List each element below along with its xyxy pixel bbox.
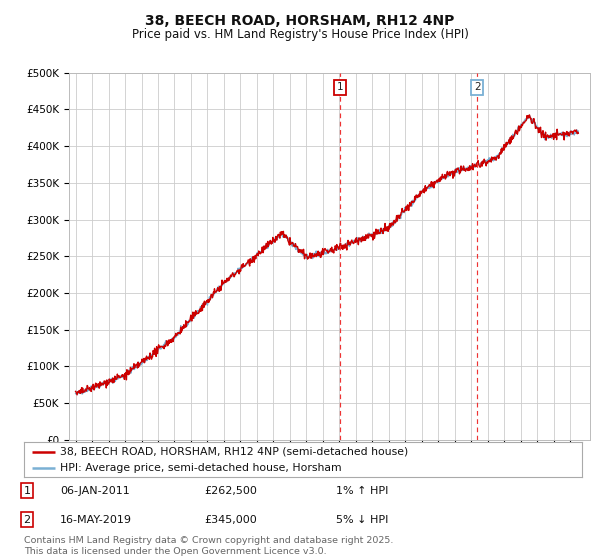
Text: 16-MAY-2019: 16-MAY-2019: [60, 515, 132, 525]
Text: 1: 1: [23, 486, 31, 496]
Text: 2: 2: [23, 515, 31, 525]
Text: 5% ↓ HPI: 5% ↓ HPI: [336, 515, 388, 525]
Text: 06-JAN-2011: 06-JAN-2011: [60, 486, 130, 496]
Text: 1: 1: [337, 82, 343, 92]
Text: HPI: Average price, semi-detached house, Horsham: HPI: Average price, semi-detached house,…: [60, 463, 342, 473]
Text: 38, BEECH ROAD, HORSHAM, RH12 4NP: 38, BEECH ROAD, HORSHAM, RH12 4NP: [145, 14, 455, 28]
Text: £345,000: £345,000: [204, 515, 257, 525]
Text: Price paid vs. HM Land Registry's House Price Index (HPI): Price paid vs. HM Land Registry's House …: [131, 28, 469, 41]
Text: Contains HM Land Registry data © Crown copyright and database right 2025.
This d: Contains HM Land Registry data © Crown c…: [24, 536, 394, 556]
Text: £262,500: £262,500: [204, 486, 257, 496]
Text: 1% ↑ HPI: 1% ↑ HPI: [336, 486, 388, 496]
Text: 2: 2: [474, 82, 481, 92]
Text: 38, BEECH ROAD, HORSHAM, RH12 4NP (semi-detached house): 38, BEECH ROAD, HORSHAM, RH12 4NP (semi-…: [60, 447, 409, 457]
